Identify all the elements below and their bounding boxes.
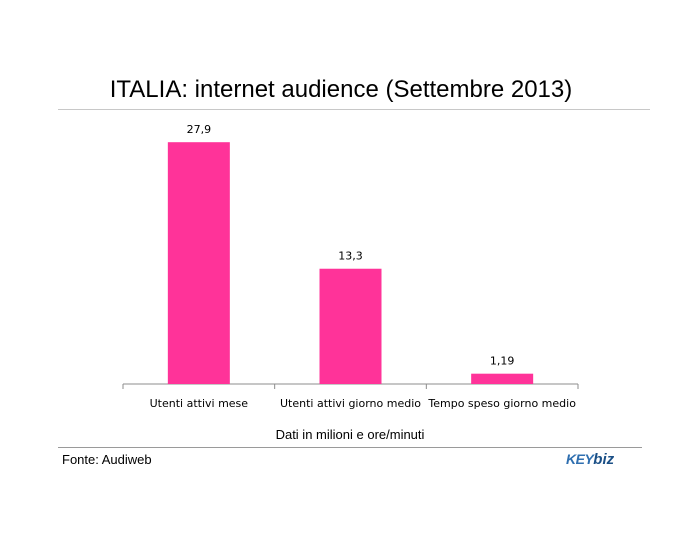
keybiz-logo: KEYbiz xyxy=(566,451,642,471)
category-label: Utenti attivi mese xyxy=(150,397,249,410)
category-label: Tempo speso giorno medio xyxy=(427,397,576,410)
bar-value-label: 13,3 xyxy=(338,250,363,263)
units-note: Dati in milioni e ore/minuti xyxy=(275,427,425,442)
footer-divider xyxy=(58,447,642,448)
logo-biz-text: biz xyxy=(593,451,615,468)
title-divider xyxy=(58,109,650,110)
bar xyxy=(319,268,382,384)
bar-value-label: 1,19 xyxy=(490,355,515,368)
logo-key-text: KEY xyxy=(566,451,594,467)
bar xyxy=(167,142,230,384)
chart-title: ITALIA: internet audience (Settembre 201… xyxy=(109,76,573,103)
category-label: Utenti attivi giorno medio xyxy=(280,397,421,410)
bar-value-label: 27,9 xyxy=(187,123,212,136)
bar xyxy=(471,373,534,384)
source-label: Fonte: Audiweb xyxy=(62,452,152,467)
